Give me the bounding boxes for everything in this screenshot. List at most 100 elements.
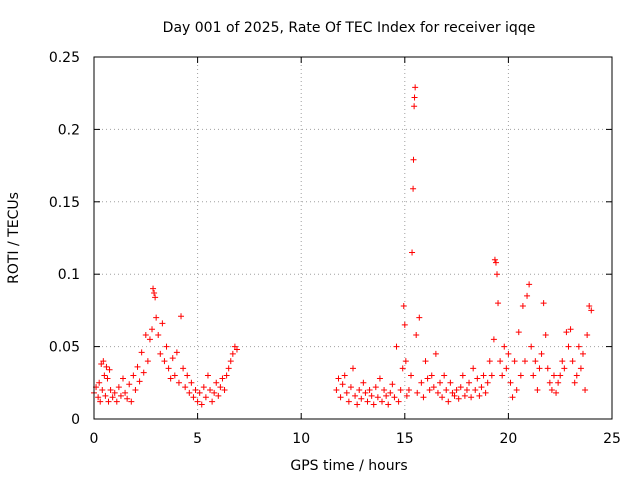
data-point [584,332,591,339]
data-point [213,379,220,386]
data-point [478,384,485,391]
data-point [540,300,547,307]
data-point [366,387,373,394]
data-point [582,387,589,394]
data-point [159,320,166,327]
data-point [432,350,439,357]
data-point [569,358,576,365]
data-point [333,387,340,394]
grid-lines [94,57,612,419]
data-point [144,358,151,365]
data-point [362,389,369,396]
data-point [503,365,510,372]
data-point [335,375,342,382]
data-point [482,389,489,396]
data-point [443,387,450,394]
data-point [410,185,417,192]
data-point [411,94,418,101]
data-point [571,379,578,386]
data-point [445,398,452,405]
data-point [376,375,383,382]
data-point [505,350,512,357]
y-tick-label: 0.2 [58,122,80,138]
data-point [513,387,520,394]
data-point [457,384,464,391]
data-point [95,394,102,401]
data-point [517,372,524,379]
data-point [486,358,493,365]
data-point [492,259,499,266]
data-point [142,332,149,339]
data-point [397,387,404,394]
x-tick-label: 15 [396,431,414,447]
data-point [472,387,479,394]
data-point [494,271,501,278]
y-tick-label: 0 [71,412,80,428]
data-point [128,398,135,405]
data-point [347,384,354,391]
data-point [563,329,570,336]
data-point [391,394,398,401]
data-point [424,375,431,382]
data-point [211,389,218,396]
data-point [209,398,216,405]
data-point [200,384,207,391]
x-tick-label: 10 [292,431,310,447]
data-point [470,365,477,372]
data-point [229,350,236,357]
y-tick-label: 0.05 [49,340,80,356]
data-point [358,395,365,402]
data-point [107,387,114,394]
data-point [169,355,176,362]
x-axis: 0 5 10 15 20 25 [90,57,621,447]
data-point [511,358,518,365]
data-point [536,365,543,372]
data-point [337,394,344,401]
data-point [410,156,417,163]
data-point [588,307,595,314]
y-tick-label: 0.1 [58,267,80,283]
data-point [412,84,419,91]
chart-title: Day 001 of 2025, Rate Of TEC Index for r… [163,20,536,36]
data-point [345,398,352,405]
data-point [202,394,209,401]
data-point [204,372,211,379]
data-point [175,379,182,386]
data-point [466,379,473,386]
data-point [393,343,400,350]
data-point [528,343,535,350]
data-point [155,332,162,339]
data-point [430,384,437,391]
data-point [219,375,226,382]
data-point [146,336,153,343]
data-point [227,358,234,365]
data-point [488,372,495,379]
data-point [182,384,189,391]
data-point [567,326,574,333]
data-point [387,389,394,396]
data-point [101,372,108,379]
data-point [428,372,435,379]
data-point [372,384,379,391]
data-point [515,329,522,336]
data-point [109,394,116,401]
data-point [416,314,423,321]
data-point [565,343,572,350]
data-point [401,321,408,328]
data-point [542,332,549,339]
data-point [534,387,541,394]
data-point [132,387,139,394]
data-point [379,398,386,405]
data-point [188,379,195,386]
data-point [374,394,381,401]
data-point [408,372,415,379]
data-point [526,281,533,288]
data-point [171,372,178,379]
x-tick-label: 25 [603,431,621,447]
data-point [579,350,586,357]
data-point [476,392,483,399]
data-point [402,358,409,365]
data-point [490,336,497,343]
data-point [96,379,103,386]
data-point [546,379,553,386]
